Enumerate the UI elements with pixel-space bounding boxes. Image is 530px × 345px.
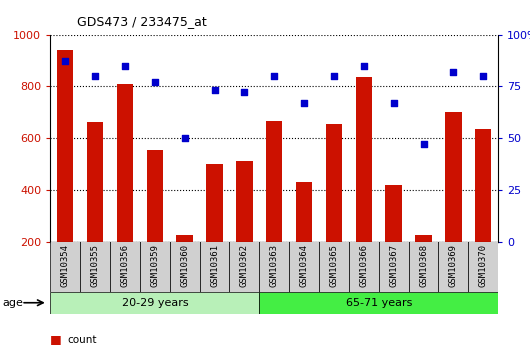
Text: GSM10365: GSM10365 [330,244,339,287]
Text: GSM10359: GSM10359 [151,244,160,287]
Text: 20-29 years: 20-29 years [121,298,188,308]
FancyBboxPatch shape [379,241,409,292]
Bar [117,84,133,242]
Point [180,135,189,141]
FancyBboxPatch shape [409,241,438,292]
Text: age: age [3,298,23,308]
Text: GSM10369: GSM10369 [449,244,458,287]
Point [330,73,338,79]
Text: GDS473 / 233475_at: GDS473 / 233475_at [77,14,207,28]
Point [270,73,279,79]
FancyBboxPatch shape [50,241,80,292]
Text: GSM10361: GSM10361 [210,244,219,287]
FancyBboxPatch shape [469,241,498,292]
Text: GSM10362: GSM10362 [240,244,249,287]
Text: GSM10363: GSM10363 [270,244,279,287]
Text: GSM10367: GSM10367 [389,244,398,287]
Text: GSM10354: GSM10354 [61,244,70,287]
FancyBboxPatch shape [50,292,259,314]
Point [419,141,428,147]
Bar [176,235,193,242]
Bar [236,161,253,242]
Bar [416,235,432,242]
Text: GSM10356: GSM10356 [120,244,129,287]
Text: GSM10355: GSM10355 [91,244,100,287]
FancyBboxPatch shape [140,241,170,292]
Bar [356,77,372,242]
Bar [475,129,491,242]
Text: 65-71 years: 65-71 years [346,298,412,308]
FancyBboxPatch shape [229,241,259,292]
Point [151,79,159,85]
Text: ■: ■ [50,333,62,345]
Text: count: count [67,335,97,345]
Text: GSM10360: GSM10360 [180,244,189,287]
Point [210,88,219,93]
Bar [147,150,163,241]
FancyBboxPatch shape [80,241,110,292]
Point [61,59,69,64]
FancyBboxPatch shape [289,241,319,292]
Bar [445,112,462,241]
Text: GSM10370: GSM10370 [479,244,488,287]
FancyBboxPatch shape [259,241,289,292]
Point [121,63,129,68]
Point [449,69,457,75]
Bar [87,122,103,242]
Bar [385,185,402,242]
Point [390,100,398,106]
Point [300,100,308,106]
Point [91,73,100,79]
Bar [326,124,342,242]
FancyBboxPatch shape [110,241,140,292]
Point [360,63,368,68]
FancyBboxPatch shape [319,241,349,292]
FancyBboxPatch shape [349,241,379,292]
Text: GSM10364: GSM10364 [299,244,308,287]
Bar [266,121,282,242]
Point [479,73,488,79]
Bar [206,164,223,242]
Bar [57,50,74,241]
FancyBboxPatch shape [170,241,200,292]
FancyBboxPatch shape [438,241,469,292]
Point [240,90,249,95]
FancyBboxPatch shape [200,241,229,292]
FancyBboxPatch shape [259,292,498,314]
Text: GSM10368: GSM10368 [419,244,428,287]
Bar [296,182,312,241]
Text: GSM10366: GSM10366 [359,244,368,287]
